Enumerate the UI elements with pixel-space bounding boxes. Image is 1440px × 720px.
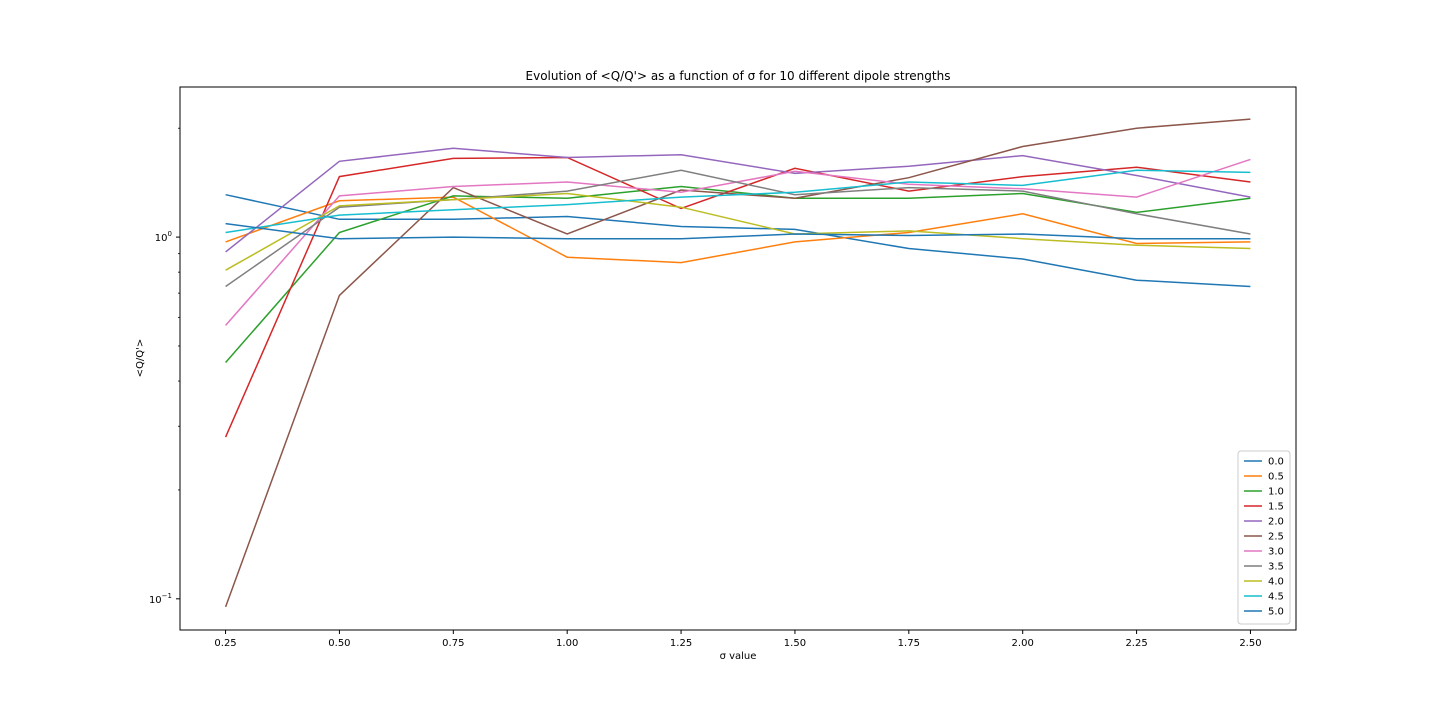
legend-label-0: 0.0 bbox=[1268, 457, 1284, 468]
x-tick-label: 1.25 bbox=[670, 638, 692, 649]
legend-label-2: 1.0 bbox=[1268, 487, 1284, 498]
series-line-10 bbox=[225, 222, 1251, 240]
legend-label-10: 5.0 bbox=[1268, 607, 1284, 618]
legend-label-7: 3.5 bbox=[1268, 562, 1284, 573]
x-tick-label: 1.00 bbox=[556, 638, 578, 649]
x-tick-label: 1.75 bbox=[898, 638, 920, 649]
y-tick-label: 10−1 bbox=[149, 592, 172, 606]
x-tick-label: 0.75 bbox=[442, 638, 464, 649]
y-axis-label: <Q/Q'> bbox=[135, 339, 146, 378]
legend-label-3: 1.5 bbox=[1268, 502, 1284, 513]
x-tick-label: 2.50 bbox=[1239, 638, 1261, 649]
legend-label-9: 4.5 bbox=[1268, 592, 1284, 603]
series-line-8 bbox=[225, 192, 1251, 271]
x-axis-label: σ value bbox=[720, 651, 757, 662]
legend-label-5: 2.5 bbox=[1268, 532, 1284, 543]
x-tick-label: 2.00 bbox=[1012, 638, 1034, 649]
x-axis-ticks: 0.25 0.50 0.75 1.00 1.25 1.50 1.75 2.00 2.25 2.50 bbox=[214, 630, 1262, 649]
series-line-4 bbox=[225, 147, 1251, 253]
x-tick-label: 2.25 bbox=[1125, 638, 1147, 649]
plot-lines bbox=[224, 118, 1251, 608]
plot-frame bbox=[179, 86, 1297, 631]
y-tick-label: 100 bbox=[155, 230, 172, 244]
legend: 0.0 0.5 1.0 1.5 2.0 2.5 3.0 3.5 4.0 4.5 5.0 bbox=[1237, 450, 1291, 625]
x-tick-label: 0.25 bbox=[214, 638, 236, 649]
chart-title: Evolution of <Q/Q'> as a function of σ f… bbox=[526, 69, 951, 83]
x-tick-label: 1.50 bbox=[784, 638, 806, 649]
y-axis-ticks: 100 10−1 bbox=[149, 127, 180, 606]
series-line-0 bbox=[225, 193, 1251, 288]
legend-label-4: 2.0 bbox=[1268, 517, 1284, 528]
series-line-9 bbox=[225, 169, 1251, 234]
legend-label-8: 4.0 bbox=[1268, 577, 1284, 588]
x-tick-label: 0.50 bbox=[328, 638, 350, 649]
series-line-3 bbox=[224, 156, 1251, 438]
legend-label-1: 0.5 bbox=[1268, 472, 1284, 483]
legend-label-6: 3.0 bbox=[1268, 547, 1284, 558]
series-line-1 bbox=[225, 196, 1251, 264]
